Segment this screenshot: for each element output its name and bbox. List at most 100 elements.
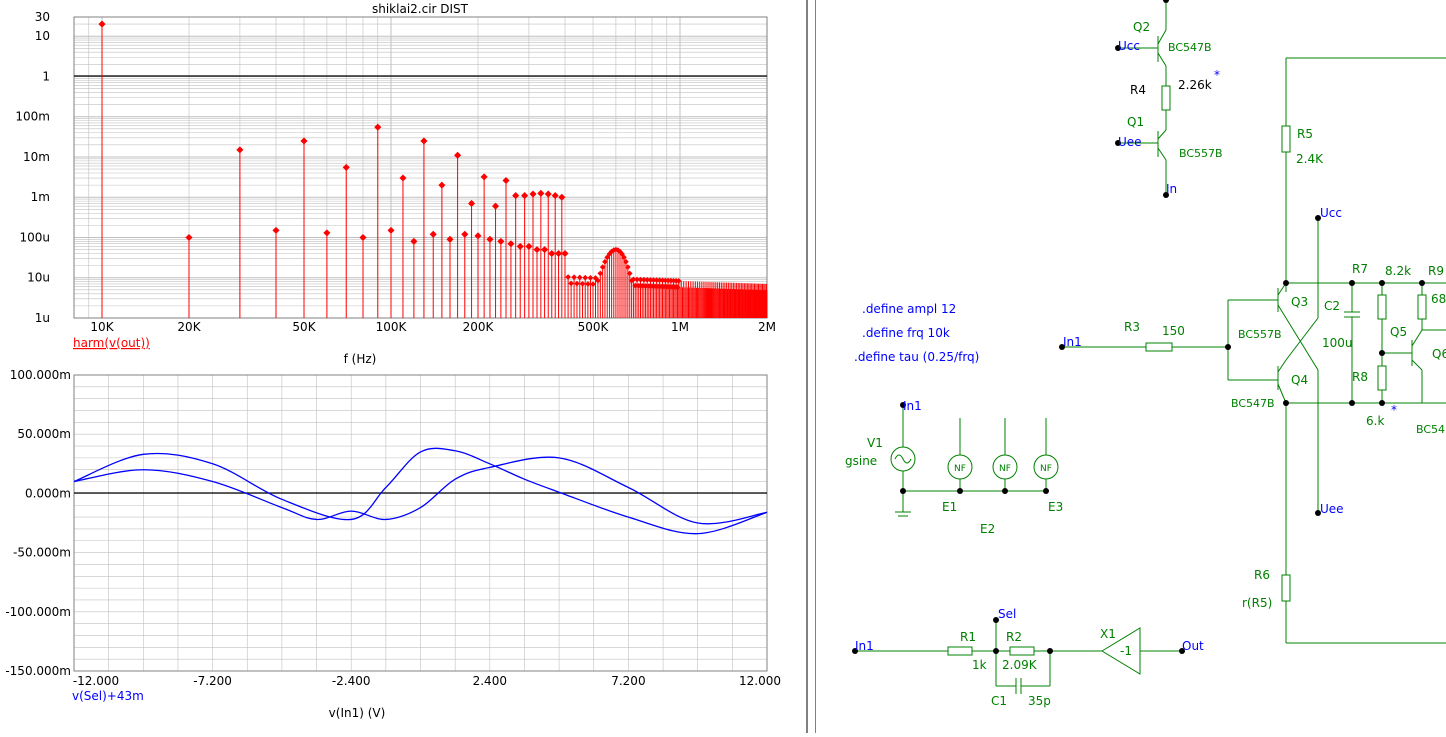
r5-label[interactable]: R5 [1297,127,1313,141]
r6-value[interactable]: r(R5) [1242,596,1272,610]
r9-value[interactable]: 68 [1431,292,1446,306]
harmonic-y-tick: 1u [35,311,50,325]
q2-label[interactable]: Q2 [1133,20,1150,34]
harmonic-y-tick: 30 [35,10,50,24]
e3-symbol: NF [1040,464,1052,474]
harmonic-frame [73,16,768,319]
ucc-net-1[interactable]: Ucc [1118,39,1140,53]
harmonic-point [438,181,446,189]
q3-model[interactable]: BC557B [1238,328,1282,341]
transfer-x-tick: 12.000 [739,674,781,688]
x1-label[interactable]: X1 [1100,627,1116,641]
in1-net-b[interactable]: In1 [903,399,922,413]
directive-tau[interactable]: .define tau (0.25/frq) [854,350,979,364]
q1-model[interactable]: BC557B [1179,147,1223,160]
sel-net[interactable]: Sel [998,607,1016,621]
e3-label[interactable]: E3 [1048,500,1063,514]
e1-label[interactable]: E1 [942,500,957,514]
r7-value[interactable]: 8.2k [1385,264,1411,278]
q3-label[interactable]: Q3 [1291,295,1308,309]
c2-value[interactable]: 100u [1322,336,1353,350]
q2-model[interactable]: BC547B [1168,41,1212,54]
harmonic-point [561,249,569,258]
uee-net-2[interactable]: Uee [1320,502,1344,516]
plot-window[interactable]: shiklai2.cir DIST 30 10 1 100m 10m 1m 100u 10u 1… [0,0,806,733]
v1-label[interactable]: V1 [867,436,883,450]
r5-value[interactable]: 2.4K [1296,152,1324,166]
r1-value[interactable]: 1k [972,658,987,672]
transfer-y-tick: 100.000m [10,368,71,382]
r8-value[interactable]: 6.k [1366,414,1384,428]
harmonic-point [512,192,520,200]
v1-model[interactable]: gsine [845,454,877,468]
transfer-legend[interactable]: v(Sel)+43m [72,689,144,703]
r6-label[interactable]: R6 [1254,568,1270,582]
ucc-net-2[interactable]: Ucc [1320,206,1342,220]
r3-value[interactable]: 150 [1162,324,1185,338]
q4-label[interactable]: Q4 [1291,373,1308,387]
directive-frq[interactable]: .define frq 10k [862,326,950,340]
q6-model[interactable]: BC54 [1416,423,1445,436]
schematic-nodes [852,0,1425,654]
harmonic-tail-point [587,275,594,281]
uee-net-1[interactable]: Uee [1118,135,1142,149]
out-net[interactable]: Out [1182,639,1204,653]
harmonic-tail-point [625,264,631,270]
r1-label[interactable]: R1 [960,630,976,644]
e1-symbol: NF [954,464,966,474]
harmonic-y-tick: 1m [31,190,50,204]
window-splitter[interactable] [806,0,816,733]
r2-value[interactable]: 2.09K [1002,658,1038,672]
harmonic-point [387,226,395,234]
plot-title: shiklai2.cir DIST [372,2,469,16]
harmonic-point [521,192,529,200]
r4-label[interactable]: R4 [1130,83,1146,97]
schematic-wires [855,0,1446,694]
harmonic-tail-point [641,276,647,283]
harmonic-legend[interactable]: harm(v(out)) [73,336,150,350]
in-net[interactable]: In [1166,182,1177,196]
q6-label[interactable]: Q6 [1432,347,1446,361]
r9-label[interactable]: R9 [1428,264,1444,278]
transfer-y-tick: -100.000m [5,605,71,619]
harmonic-point [541,246,549,254]
r7-label[interactable]: R7 [1352,262,1368,276]
harmonic-bars [98,20,768,318]
c1-label[interactable]: C1 [991,694,1007,708]
r4-value[interactable]: 2.26k [1178,78,1212,92]
transfer-frame [73,374,768,672]
directive-ampl[interactable]: .define ampl 12 [862,302,956,316]
r2-label[interactable]: R2 [1006,630,1022,644]
harmonic-tail-point [623,258,629,265]
transfer-curve-2 [73,456,768,525]
e2-symbol: NF [999,464,1011,474]
q1-label[interactable]: Q1 [1127,115,1144,129]
harmonic-point [420,137,428,145]
harmonic-tail-point [590,281,596,287]
harmonic-y-tick: 10 [35,29,50,43]
r3-label[interactable]: R3 [1124,320,1140,334]
q4-model[interactable]: BC547B [1231,397,1275,410]
q5-label[interactable]: Q5 [1390,325,1407,339]
r8-label[interactable]: R8 [1352,370,1368,384]
harmonic-point [544,190,552,198]
c2-label[interactable]: C2 [1324,299,1340,313]
transfer-x-tick: -12.000 [73,674,119,688]
harmonic-point [502,176,510,185]
transfer-x-tick: -2.400 [332,674,371,688]
harmonic-point [480,173,488,181]
in1-net-c[interactable]: In1 [855,639,874,653]
in1-net-a[interactable]: In1 [1063,335,1082,349]
harmonic-point [555,249,563,258]
harmonic-x-tick: 50K [292,320,316,334]
c1-value[interactable]: 35p [1028,694,1051,708]
harmonic-point [429,230,437,238]
e2-label[interactable]: E2 [980,522,995,536]
harmonic-point [236,146,244,154]
harmonic-x-tick: 500K [578,320,610,334]
schematic-window[interactable]: Q2 BC547B Ucc R4 2.26k * Q1 BC557B Uee I… [816,0,1446,733]
x1-value[interactable]: -1 [1120,644,1132,658]
schematic-labels: Q2 BC547B Ucc R4 2.26k * Q1 BC557B Uee I… [845,20,1446,708]
transfer-y-tick: 50.000m [17,427,71,441]
harmonic-tail-point [653,277,660,283]
